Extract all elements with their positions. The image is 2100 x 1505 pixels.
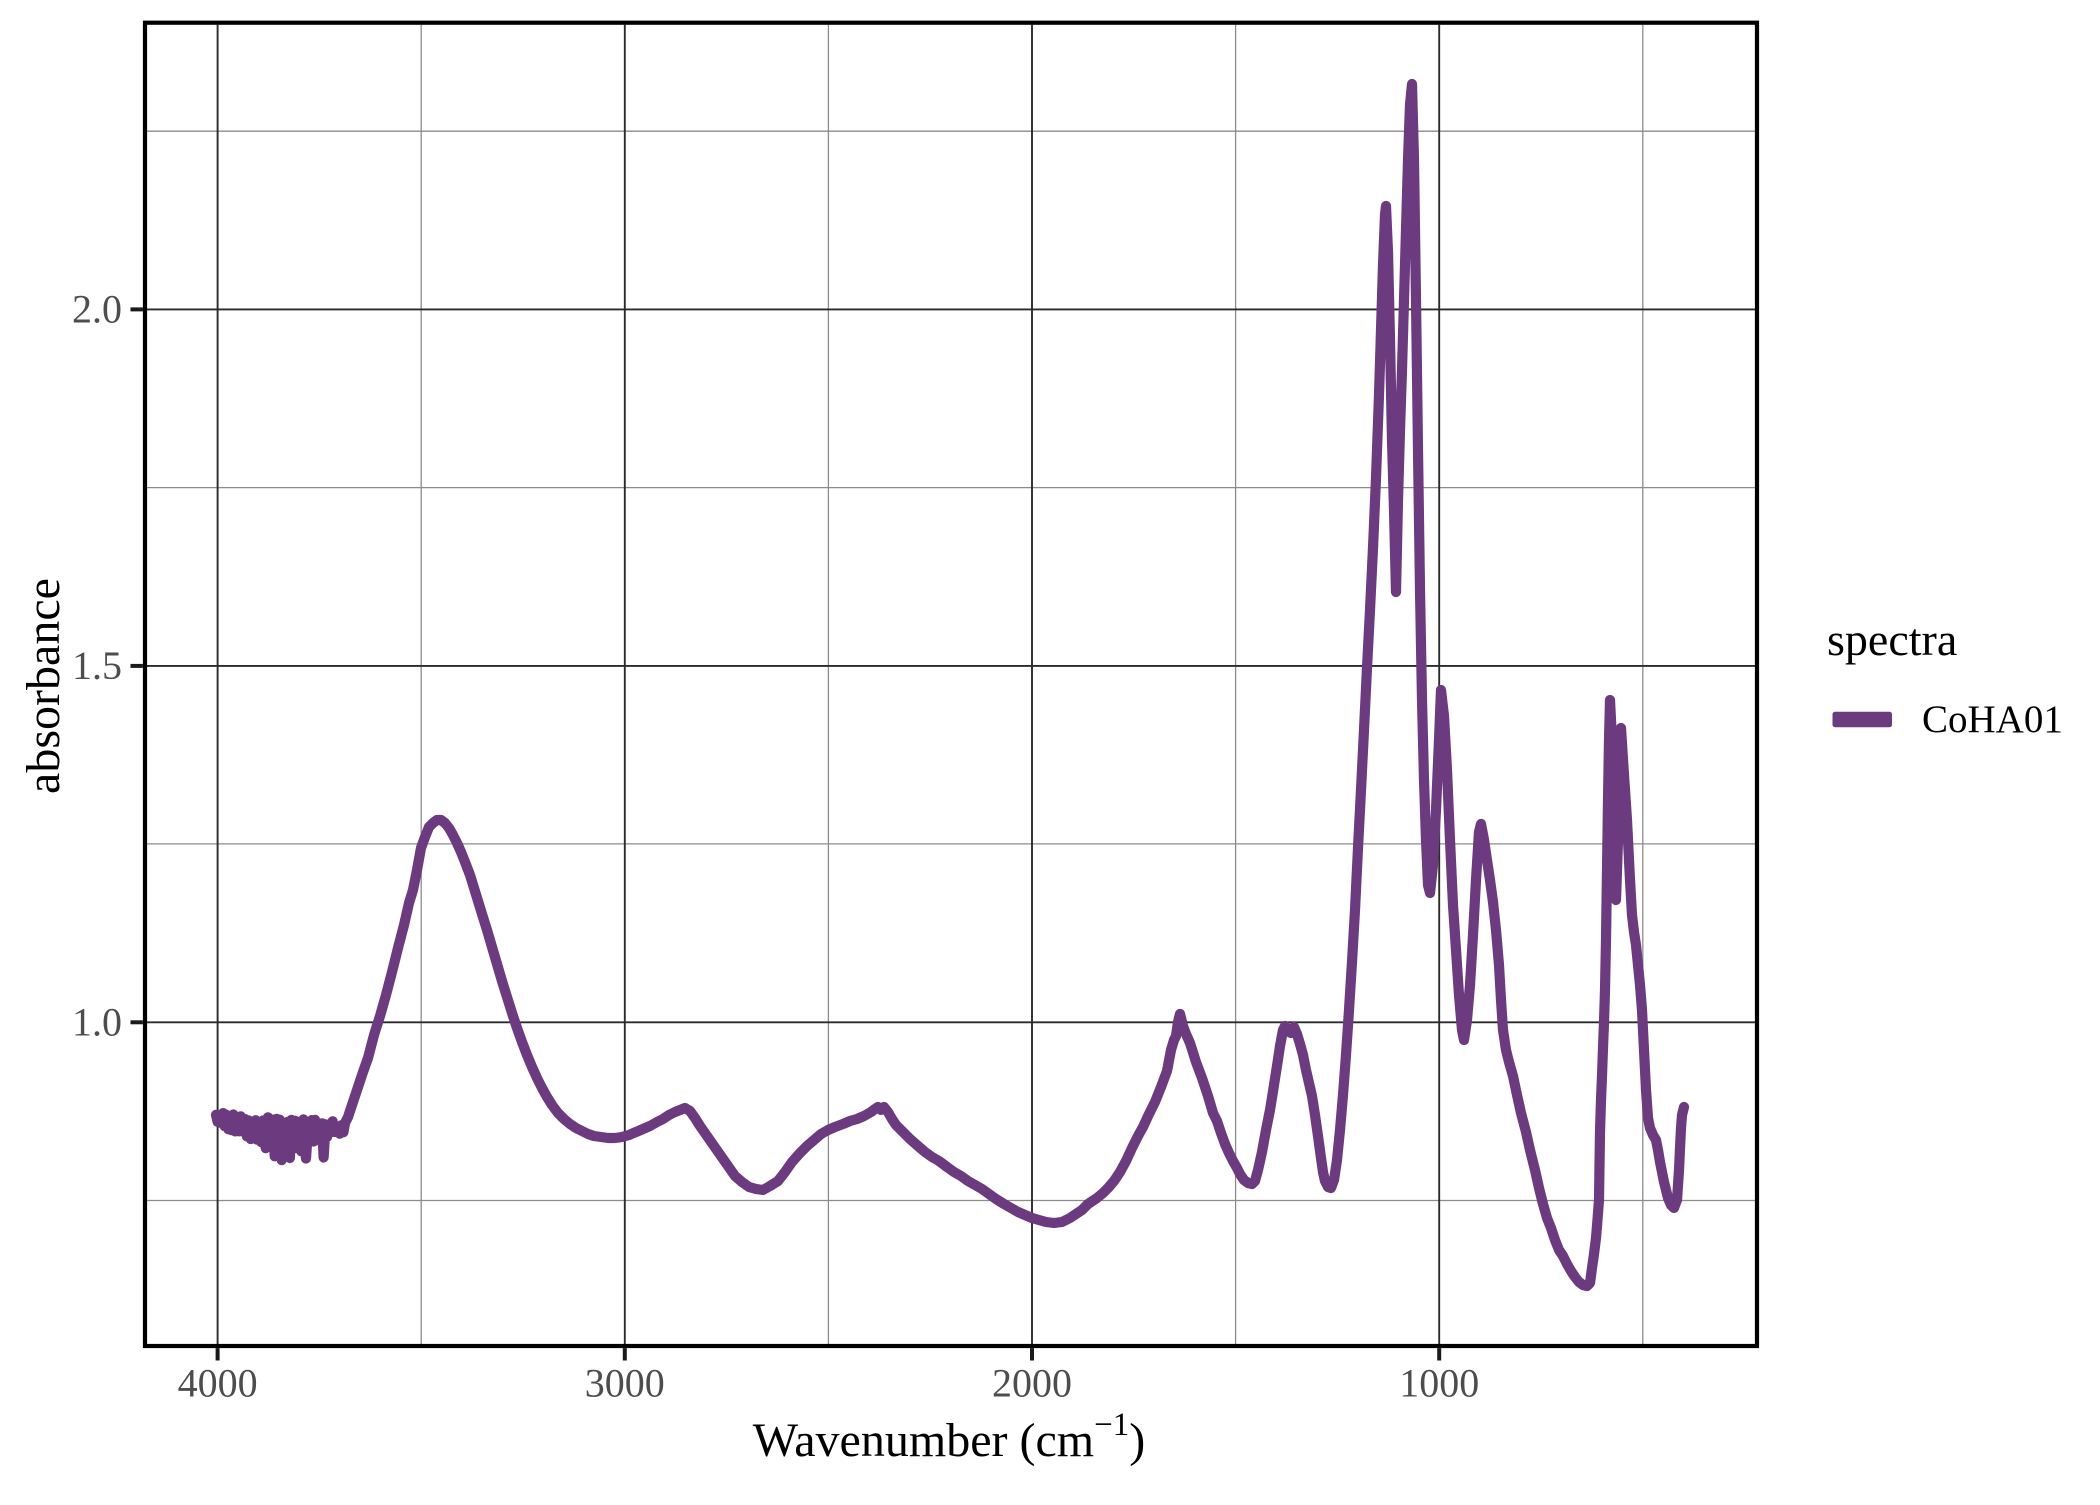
- svg-text:2.0: 2.0: [72, 287, 122, 332]
- svg-text:CoHA01: CoHA01: [1922, 698, 2063, 741]
- svg-text:1.0: 1.0: [72, 999, 122, 1044]
- svg-text:absorbance: absorbance: [17, 578, 70, 794]
- svg-text:1.5: 1.5: [72, 643, 122, 688]
- svg-text:Wavenumber (cm−1): Wavenumber (cm−1): [753, 1407, 1145, 1467]
- svg-text:1000: 1000: [1399, 1361, 1479, 1406]
- svg-text:2000: 2000: [992, 1361, 1072, 1406]
- svg-text:3000: 3000: [585, 1361, 665, 1406]
- svg-text:4000: 4000: [178, 1361, 258, 1406]
- svg-text:spectra: spectra: [1827, 614, 1957, 665]
